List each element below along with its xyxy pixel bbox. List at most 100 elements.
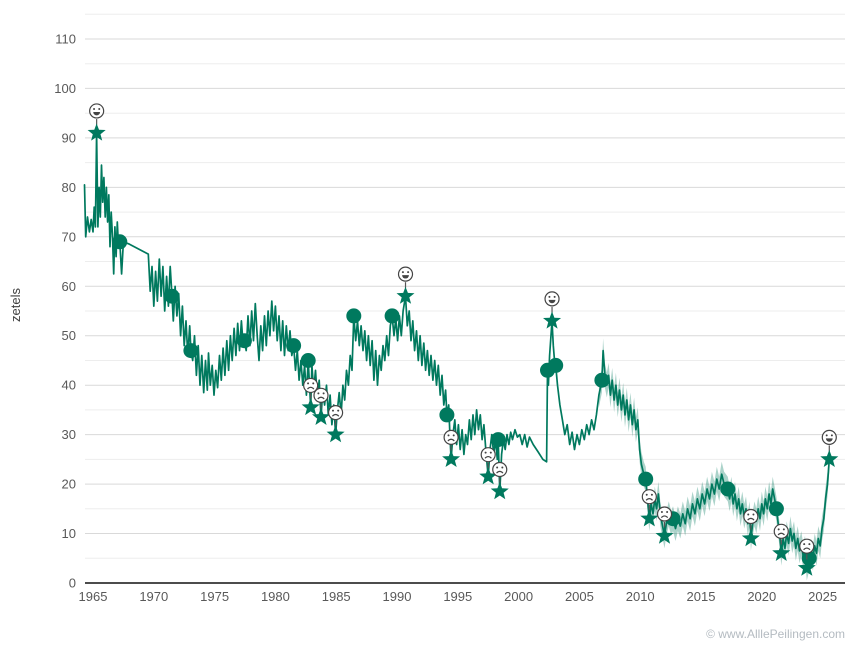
y-tick-label: 20	[62, 477, 76, 492]
emoji-face	[480, 447, 496, 463]
record-star-icon	[396, 286, 415, 304]
emoji-mouth-frown	[496, 470, 504, 474]
emoji-mouth-frown	[331, 413, 340, 417]
election-result-marker	[768, 501, 784, 517]
emoji-eye-right	[782, 528, 785, 531]
emoji-eye-left	[777, 528, 780, 531]
emoji-mouth-grin	[548, 299, 556, 304]
record-star-icon	[301, 397, 320, 416]
x-tick-label: 2020	[747, 589, 776, 604]
label-layer: 0 10 20 30 40 50 60 70 80 90 100 110 1965 1970 1975 198…	[54, 32, 837, 605]
record-star-icon	[772, 543, 791, 561]
sad-emoji-icon	[656, 506, 673, 522]
emoji-mouth-frown	[660, 515, 669, 519]
emoji-face	[656, 506, 673, 522]
y-tick-label: 40	[62, 378, 76, 393]
emoji-eye-left	[803, 543, 806, 546]
emoji-face	[492, 461, 508, 478]
record-marker-high	[87, 103, 106, 141]
sad-emoji-icon	[327, 405, 344, 421]
record-marker-low	[797, 538, 816, 576]
record-marker-low	[312, 387, 330, 425]
emoji-face	[773, 523, 789, 539]
record-marker-low	[741, 508, 760, 547]
emoji-eye-right	[808, 543, 811, 546]
record-marker-high	[396, 266, 415, 304]
emoji-eye-left	[447, 434, 450, 437]
emoji-eye-left	[660, 511, 663, 514]
x-tick-label: 1980	[261, 589, 290, 604]
emoji-eye-left	[496, 466, 499, 469]
emoji-mouth-frown	[645, 498, 653, 501]
emoji-face	[303, 377, 319, 394]
happy-emoji-icon	[544, 291, 560, 307]
election-result-marker	[384, 308, 400, 324]
record-marker-low	[655, 506, 674, 544]
x-tick-label: 2025	[808, 589, 837, 604]
x-tick-label: 2005	[565, 589, 594, 604]
emoji-mouth-frown	[777, 532, 785, 536]
election-result-marker	[183, 343, 199, 359]
emoji-mouth-frown	[484, 455, 492, 459]
y-tick-label: 30	[62, 427, 76, 442]
y-tick-label: 10	[62, 526, 76, 541]
election-result-marker	[164, 288, 180, 304]
record-marker-low	[479, 447, 498, 485]
record-marker-low	[442, 429, 461, 467]
watermark: © www.AlllePeilingen.com	[706, 627, 845, 641]
emoji-face	[89, 103, 105, 119]
emoji-eye-right	[666, 511, 669, 514]
emoji-eye-left	[825, 434, 828, 437]
emoji-eye-right	[650, 493, 653, 496]
emoji-eye-right	[501, 466, 504, 469]
record-star-icon	[442, 449, 461, 467]
election-result-marker	[548, 357, 564, 373]
sad-emoji-icon	[799, 538, 815, 554]
emoji-face	[641, 489, 657, 505]
sad-emoji-icon	[743, 508, 759, 525]
y-tick-label: 110	[55, 32, 76, 47]
poll-line	[83, 132, 831, 570]
emoji-face	[544, 291, 560, 307]
y-tick-label: 80	[62, 180, 76, 195]
emoji-eye-left	[307, 382, 310, 385]
emoji-face	[821, 429, 837, 445]
happy-emoji-icon	[89, 103, 105, 119]
record-marker-low	[772, 523, 791, 561]
series-layer	[83, 132, 831, 581]
x-tick-label: 2000	[504, 589, 533, 604]
emoji-face	[397, 266, 414, 282]
y-tick-label: 60	[62, 279, 76, 294]
y-tick-label: 0	[69, 576, 76, 591]
record-star-icon	[312, 407, 330, 425]
emoji-eye-right	[752, 513, 755, 516]
election-result-marker	[439, 407, 455, 423]
emoji-face	[313, 387, 329, 403]
record-star-icon	[543, 311, 562, 329]
emoji-mouth-frown	[317, 396, 325, 400]
record-star-icon	[640, 509, 659, 527]
emoji-face	[799, 538, 815, 554]
record-marker-low	[326, 405, 345, 443]
election-result-marker	[346, 308, 362, 324]
record-marker-low	[640, 489, 659, 527]
x-tick-label: 1975	[200, 589, 229, 604]
emoji-eye-left	[645, 493, 648, 496]
emoji-mouth-frown	[447, 438, 455, 442]
record-star-icon	[326, 425, 345, 443]
election-result-marker	[112, 234, 128, 250]
election-result-marker	[236, 333, 252, 349]
sad-emoji-icon	[480, 447, 496, 463]
sad-emoji-icon	[492, 461, 508, 478]
emoji-eye-right	[98, 107, 101, 110]
poll-range-band	[598, 338, 830, 581]
grid-layer	[85, 13, 845, 584]
sad-emoji-icon	[313, 387, 329, 403]
sad-emoji-icon	[773, 523, 789, 539]
election-result-marker	[801, 550, 817, 566]
emoji-eye-left	[317, 392, 320, 395]
x-tick-label: 1990	[383, 589, 412, 604]
record-star-icon	[820, 449, 839, 467]
sad-emoji-icon	[303, 377, 319, 394]
